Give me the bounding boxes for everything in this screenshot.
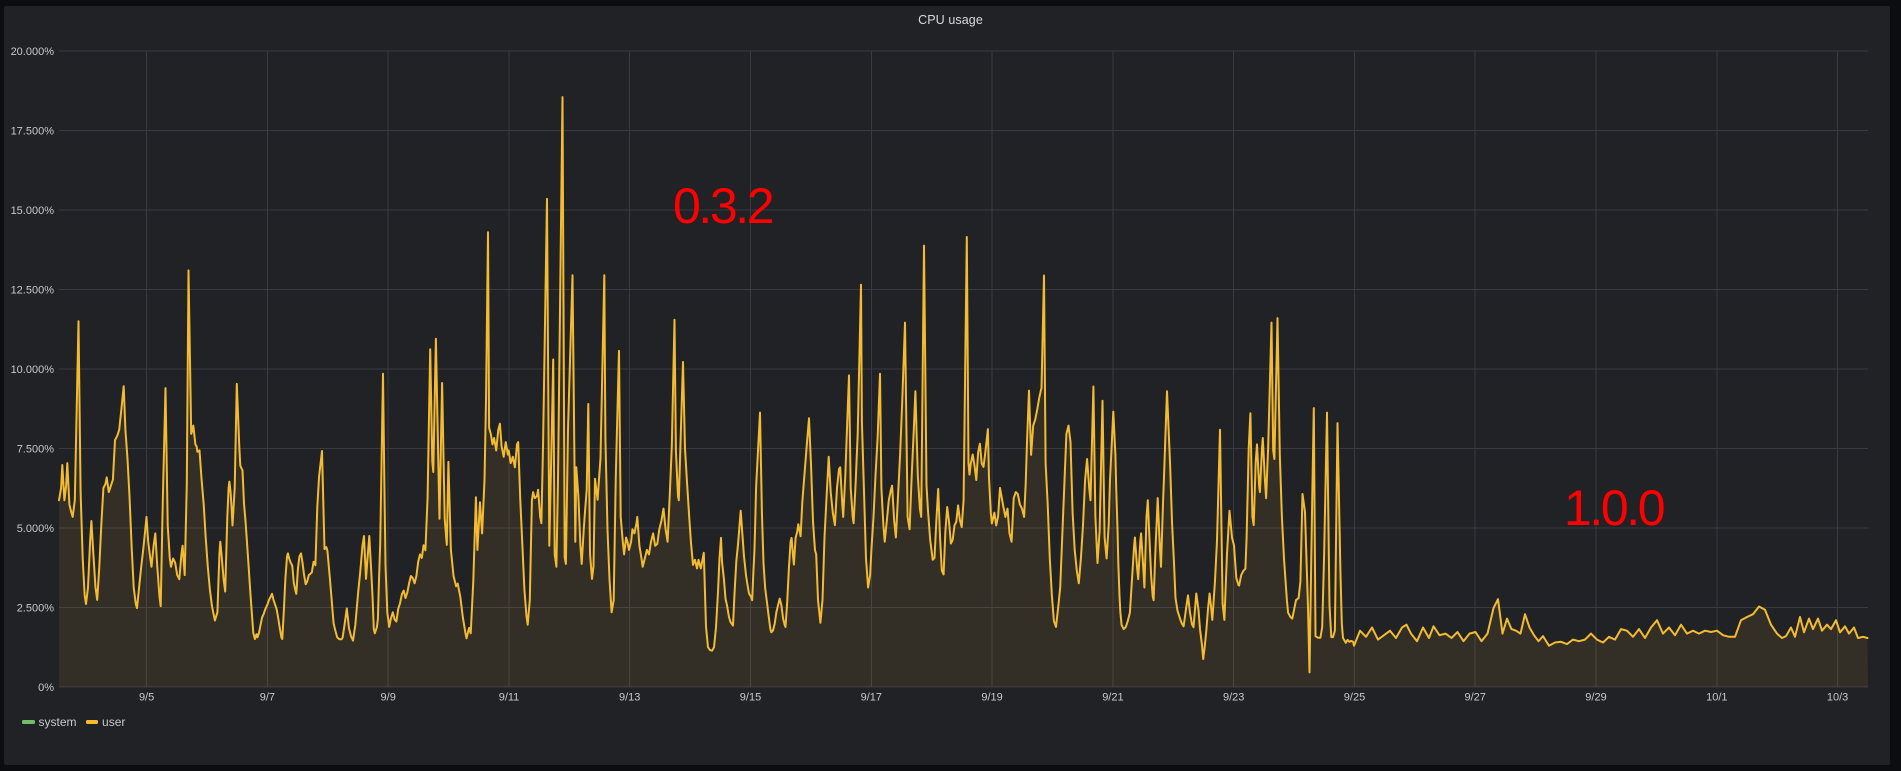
- svg-text:5.000%: 5.000%: [17, 523, 55, 535]
- svg-text:9/13: 9/13: [619, 692, 640, 704]
- svg-text:2.500%: 2.500%: [17, 602, 55, 614]
- svg-text:20.000%: 20.000%: [11, 46, 55, 58]
- svg-text:9/11: 9/11: [499, 692, 520, 704]
- svg-text:12.500%: 12.500%: [11, 284, 55, 296]
- svg-text:9/25: 9/25: [1344, 692, 1365, 704]
- svg-text:15.000%: 15.000%: [11, 205, 55, 217]
- svg-text:9/19: 9/19: [981, 692, 1002, 704]
- svg-text:7.500%: 7.500%: [17, 443, 55, 455]
- svg-text:9/21: 9/21: [1102, 692, 1123, 704]
- svg-text:9/5: 9/5: [139, 692, 154, 704]
- svg-text:9/15: 9/15: [740, 692, 761, 704]
- svg-text:10/3: 10/3: [1827, 692, 1848, 704]
- svg-text:9/23: 9/23: [1223, 692, 1244, 704]
- svg-text:0%: 0%: [38, 682, 54, 694]
- svg-text:17.500%: 17.500%: [11, 125, 55, 137]
- svg-text:10.000%: 10.000%: [11, 364, 55, 376]
- svg-text:9/17: 9/17: [861, 692, 882, 704]
- svg-text:9/7: 9/7: [260, 692, 275, 704]
- svg-text:9/9: 9/9: [381, 692, 396, 704]
- svg-text:9/29: 9/29: [1585, 692, 1606, 704]
- svg-text:10/1: 10/1: [1706, 692, 1727, 704]
- svg-text:9/27: 9/27: [1464, 692, 1485, 704]
